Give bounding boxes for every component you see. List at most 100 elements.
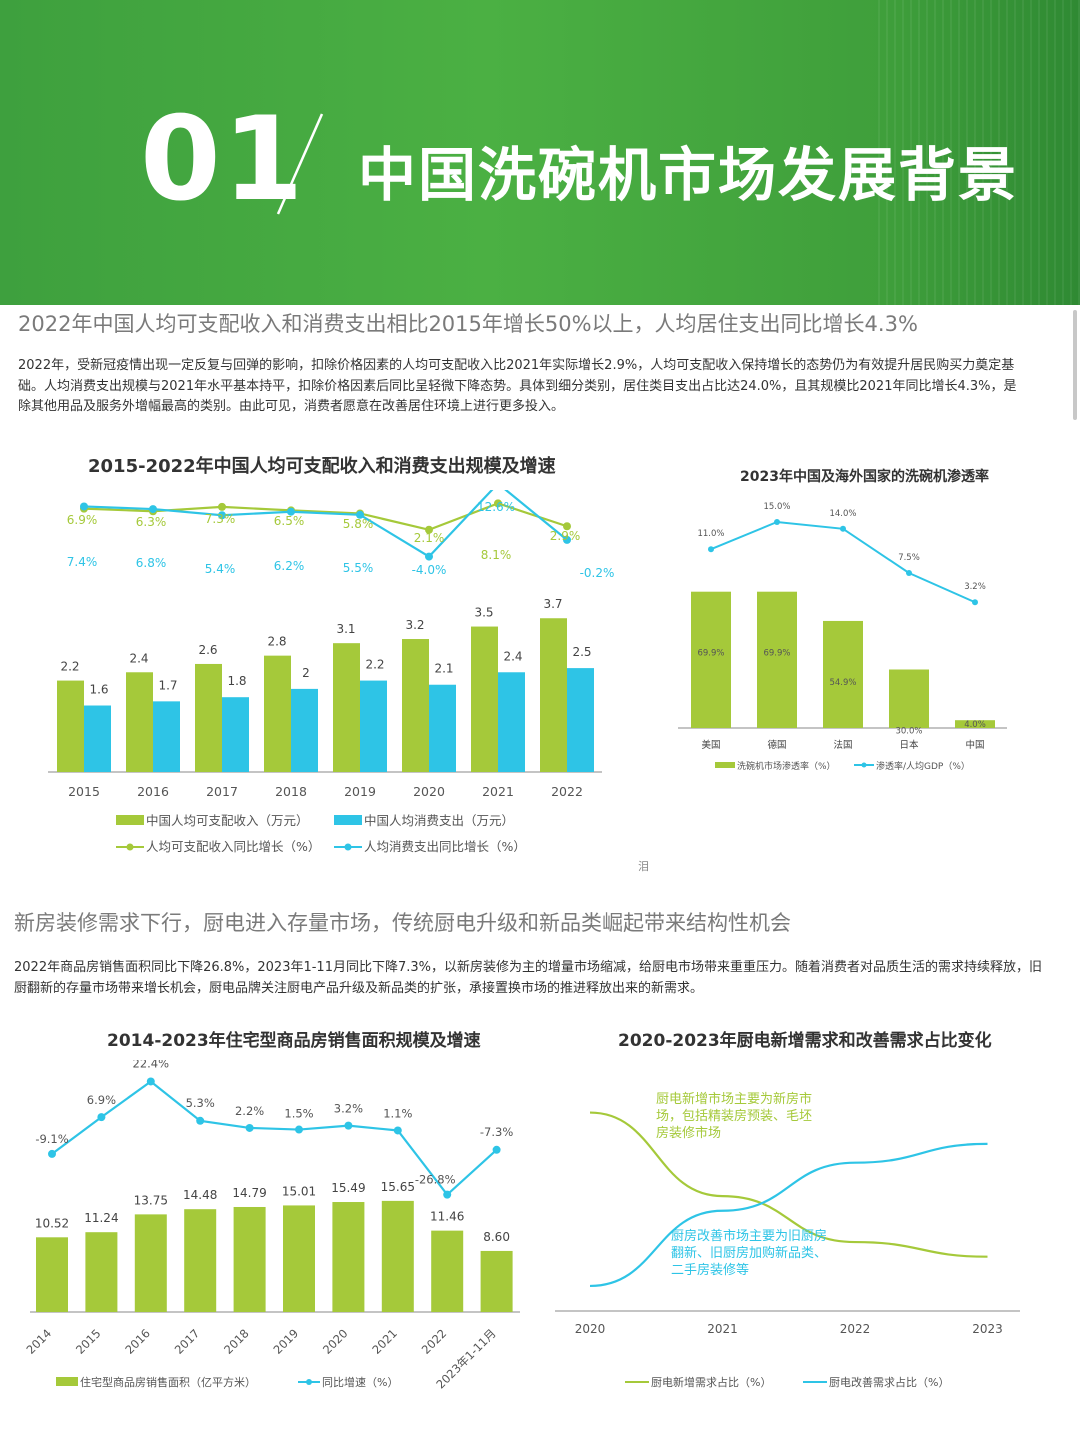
income-growth-label: 5.8% xyxy=(343,517,374,531)
bar-sales-area xyxy=(233,1206,266,1312)
ratio-label: 3.2% xyxy=(964,582,986,592)
ratio-point xyxy=(774,519,780,525)
income-growth-point xyxy=(563,522,571,531)
x-tick-label: 法国 xyxy=(833,739,852,751)
income-growth-label: 2.9% xyxy=(550,529,581,543)
x-tick-label: 2021 xyxy=(482,784,514,799)
income-label: 2.6 xyxy=(198,643,217,657)
chart1-income-consumption: 2.2 1.6 2015 2.4 1.7 2016 2.6 1.8 2017 2.8 2 2018 3.… xyxy=(48,490,614,854)
bar-consumption xyxy=(84,705,111,772)
ratio-label: 14.0% xyxy=(829,509,856,519)
bar-value-label: 15.65 xyxy=(381,1180,415,1194)
consumption-label: 1.7 xyxy=(158,678,177,692)
growth-point xyxy=(196,1116,205,1125)
bar-sales-area xyxy=(480,1250,513,1312)
section1-paragraph: 2022年，受新冠疫情出现一定反复与回弹的影响，扣除价格因素的人均可支配收入比2… xyxy=(18,358,1017,414)
growth-point xyxy=(97,1113,106,1122)
x-tick-label: 2022 xyxy=(419,1326,450,1357)
chart3-housing-sales: 10.52 2014 11.24 2015 13.75 2016 14.48 2017 14.7… xyxy=(24,1060,520,1392)
x-tick-label: 2018 xyxy=(221,1326,252,1357)
income-growth-label: 6.5% xyxy=(274,514,305,528)
income-label: 3.5 xyxy=(474,606,493,620)
x-tick-label: 2017 xyxy=(206,784,238,799)
consumption-label: 2 xyxy=(302,666,310,680)
growth-point xyxy=(48,1149,56,1158)
bar-sales-area xyxy=(85,1232,118,1312)
bar-sales-area xyxy=(36,1237,68,1312)
ratio-label: 11.0% xyxy=(697,529,724,539)
growth-point xyxy=(443,1190,452,1199)
consumption-label: 2.5 xyxy=(572,645,591,659)
bar-sales-area xyxy=(134,1214,167,1312)
income-growth-label: 6.9% xyxy=(67,513,98,527)
bar-value-label: 69.9% xyxy=(763,649,790,659)
bar-income xyxy=(402,639,429,772)
bar-value-label: 15.01 xyxy=(282,1184,316,1198)
consumption-growth-line xyxy=(83,490,568,559)
x-tick-label: 2019 xyxy=(271,1326,302,1357)
x-tick-label: 中国 xyxy=(965,739,984,751)
legend-marker-growth xyxy=(306,1379,312,1385)
improve-demand-line xyxy=(589,1142,988,1288)
bar-penetration xyxy=(757,591,797,728)
chart4-title: 2020-2023年厨电新增需求和改善需求占比变化 xyxy=(618,1031,992,1051)
x-tick-label: 2017 xyxy=(172,1326,203,1357)
bar-consumption xyxy=(291,688,318,772)
consumption-label: 1.6 xyxy=(89,683,108,697)
x-tick-label: 2016 xyxy=(122,1326,153,1357)
bar-value-label: 30.0% xyxy=(895,727,922,737)
section2-heading: 新房装修需求下行，厨电进入存量市场，传统厨电升级和新品类崛起带来结构性机会 xyxy=(14,911,791,935)
ratio-point xyxy=(906,570,912,576)
x-tick-label: 2021 xyxy=(707,1322,738,1336)
ratio-point xyxy=(972,599,978,606)
x-tick-label: 2023 xyxy=(972,1322,1003,1336)
growth-point xyxy=(344,1121,353,1130)
bar-income xyxy=(471,626,498,772)
scrollbar[interactable] xyxy=(1073,310,1077,420)
x-tick-label: 2019 xyxy=(344,784,376,799)
ratio-point xyxy=(708,546,714,553)
bar-income xyxy=(126,672,153,772)
chart1-title: 2015-2022年中国人均可支配收入和消费支出规模及增速 xyxy=(88,456,556,477)
section1-heading: 2022年中国人均可支配收入和消费支出相比2015年增长50%以上，人均居住支出… xyxy=(18,312,918,336)
bar-penetration xyxy=(823,620,863,728)
bar-income xyxy=(57,680,84,772)
legend-label-sales: 住宅型商品房销售面积（亿平方米） xyxy=(80,1375,256,1389)
chart3-title: 2014-2023年住宅型商品房销售面积规模及增速 xyxy=(107,1031,481,1051)
legend-label-improve: 厨电改善需求占比（%） xyxy=(829,1375,949,1389)
bar-value-label: 10.52 xyxy=(35,1216,69,1230)
bar-consumption xyxy=(498,672,525,772)
bar-value-label: 14.79 xyxy=(232,1186,266,1200)
income-label: 3.1 xyxy=(336,622,355,636)
section-number: 01 xyxy=(140,92,306,227)
bar-sales-area xyxy=(381,1200,414,1312)
legend-swatch-consumption xyxy=(334,815,362,825)
legend-label-income: 中国人均可支配收入（万元） xyxy=(146,813,309,828)
chart2-title: 2023年中国及海外国家的洗碗机渗透率 xyxy=(740,469,989,485)
growth-point xyxy=(146,1077,155,1086)
x-tick-label: 2020 xyxy=(320,1326,351,1357)
consumption-growth-label: 5.5% xyxy=(343,561,374,575)
consumption-label: 2.4 xyxy=(503,649,522,663)
bar-consumption xyxy=(360,680,387,772)
growth-label: 1.1% xyxy=(383,1106,412,1120)
income-label: 3.2 xyxy=(405,618,424,632)
x-tick-label: 2015 xyxy=(73,1326,104,1357)
growth-point xyxy=(393,1126,402,1135)
bar-value-label: 14.48 xyxy=(183,1188,217,1202)
income-growth-point xyxy=(425,525,433,534)
x-tick-label: 美国 xyxy=(701,739,720,751)
consumption-label: 2.1 xyxy=(434,662,453,676)
bar-income xyxy=(264,655,291,772)
growth-label: -7.3% xyxy=(480,1125,513,1139)
income-label: 2.8 xyxy=(267,635,286,649)
legend-label-penetration: 洗碗机市场渗透率（%） xyxy=(737,760,836,772)
income-label: 2.2 xyxy=(60,660,79,674)
annotation-improve-demand: 厨房改善市场主要为旧厨房翻新、旧厨房加购新品类、二手房装修等 xyxy=(671,1228,827,1278)
consumption-growth-label: 5.4% xyxy=(205,562,236,576)
consumption-label: 2.2 xyxy=(365,658,384,672)
bar-value-label: 11.46 xyxy=(430,1210,464,1224)
x-tick-label: 2018 xyxy=(275,784,307,799)
growth-label: 5.3% xyxy=(186,1096,215,1110)
consumption-growth-label: 6.2% xyxy=(274,559,305,573)
